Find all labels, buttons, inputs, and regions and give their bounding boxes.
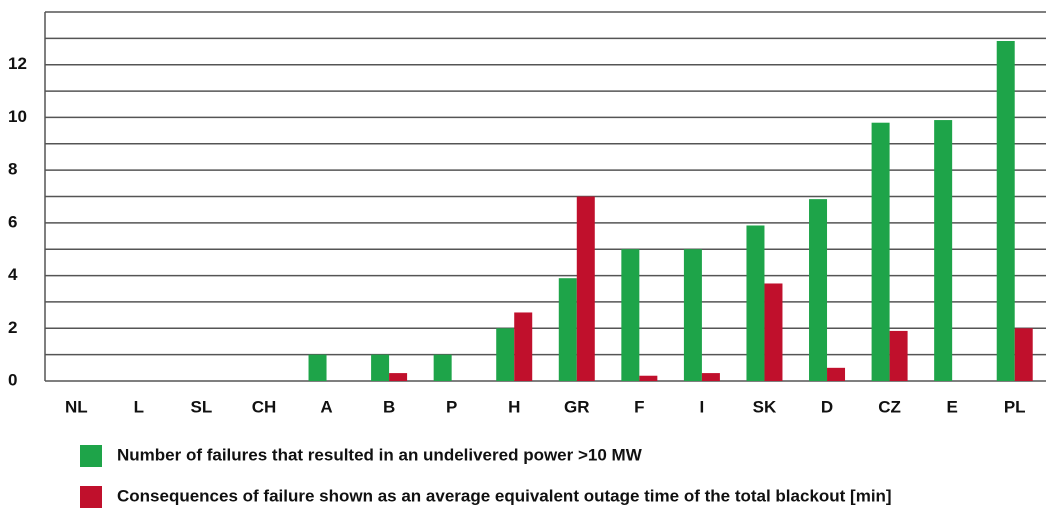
bar [433,354,452,381]
bar [683,249,702,381]
x-tick-label: H [508,397,520,416]
bar [308,354,327,381]
x-tick-label: F [634,397,644,416]
bar [1014,328,1033,381]
bar [746,225,765,381]
x-tick-label: SK [753,397,777,416]
x-tick-label: E [946,397,957,416]
bar [827,367,846,381]
bar [389,373,408,381]
legend-label: Consequences of failure shown as an aver… [117,486,892,505]
bar [871,122,890,381]
bar [621,249,640,381]
x-tick-label: D [821,397,833,416]
x-tick-label: PL [1004,397,1026,416]
bar [496,328,515,381]
x-tick-label: GR [564,397,590,416]
y-tick-label: 12 [8,54,27,73]
x-tick-label: I [700,397,705,416]
bar [701,373,720,381]
bar [764,283,783,381]
y-tick-label: 2 [8,318,17,337]
y-tick-label: 8 [8,160,17,179]
bar [996,40,1015,381]
legend-swatch [80,445,102,467]
x-tick-label: CZ [878,397,901,416]
y-tick-label: 4 [8,265,18,284]
bar [889,330,908,381]
y-tick-label: 0 [8,370,17,389]
bar [558,278,577,381]
legend-swatch [80,486,102,508]
x-tick-label: SL [191,397,213,416]
x-tick-label: P [446,397,457,416]
bar [514,312,533,381]
x-tick-label: A [320,397,332,416]
x-tick-label: NL [65,397,88,416]
x-tick-label: L [134,397,144,416]
x-tick-label: CH [252,397,277,416]
x-tick-label: B [383,397,395,416]
bar [934,120,953,382]
bar [576,196,595,381]
y-tick-label: 10 [8,107,27,126]
bar [639,375,658,381]
bar [371,354,390,381]
y-tick-label: 6 [8,212,17,231]
legend-label: Number of failures that resulted in an u… [117,445,643,464]
bar [809,199,828,381]
